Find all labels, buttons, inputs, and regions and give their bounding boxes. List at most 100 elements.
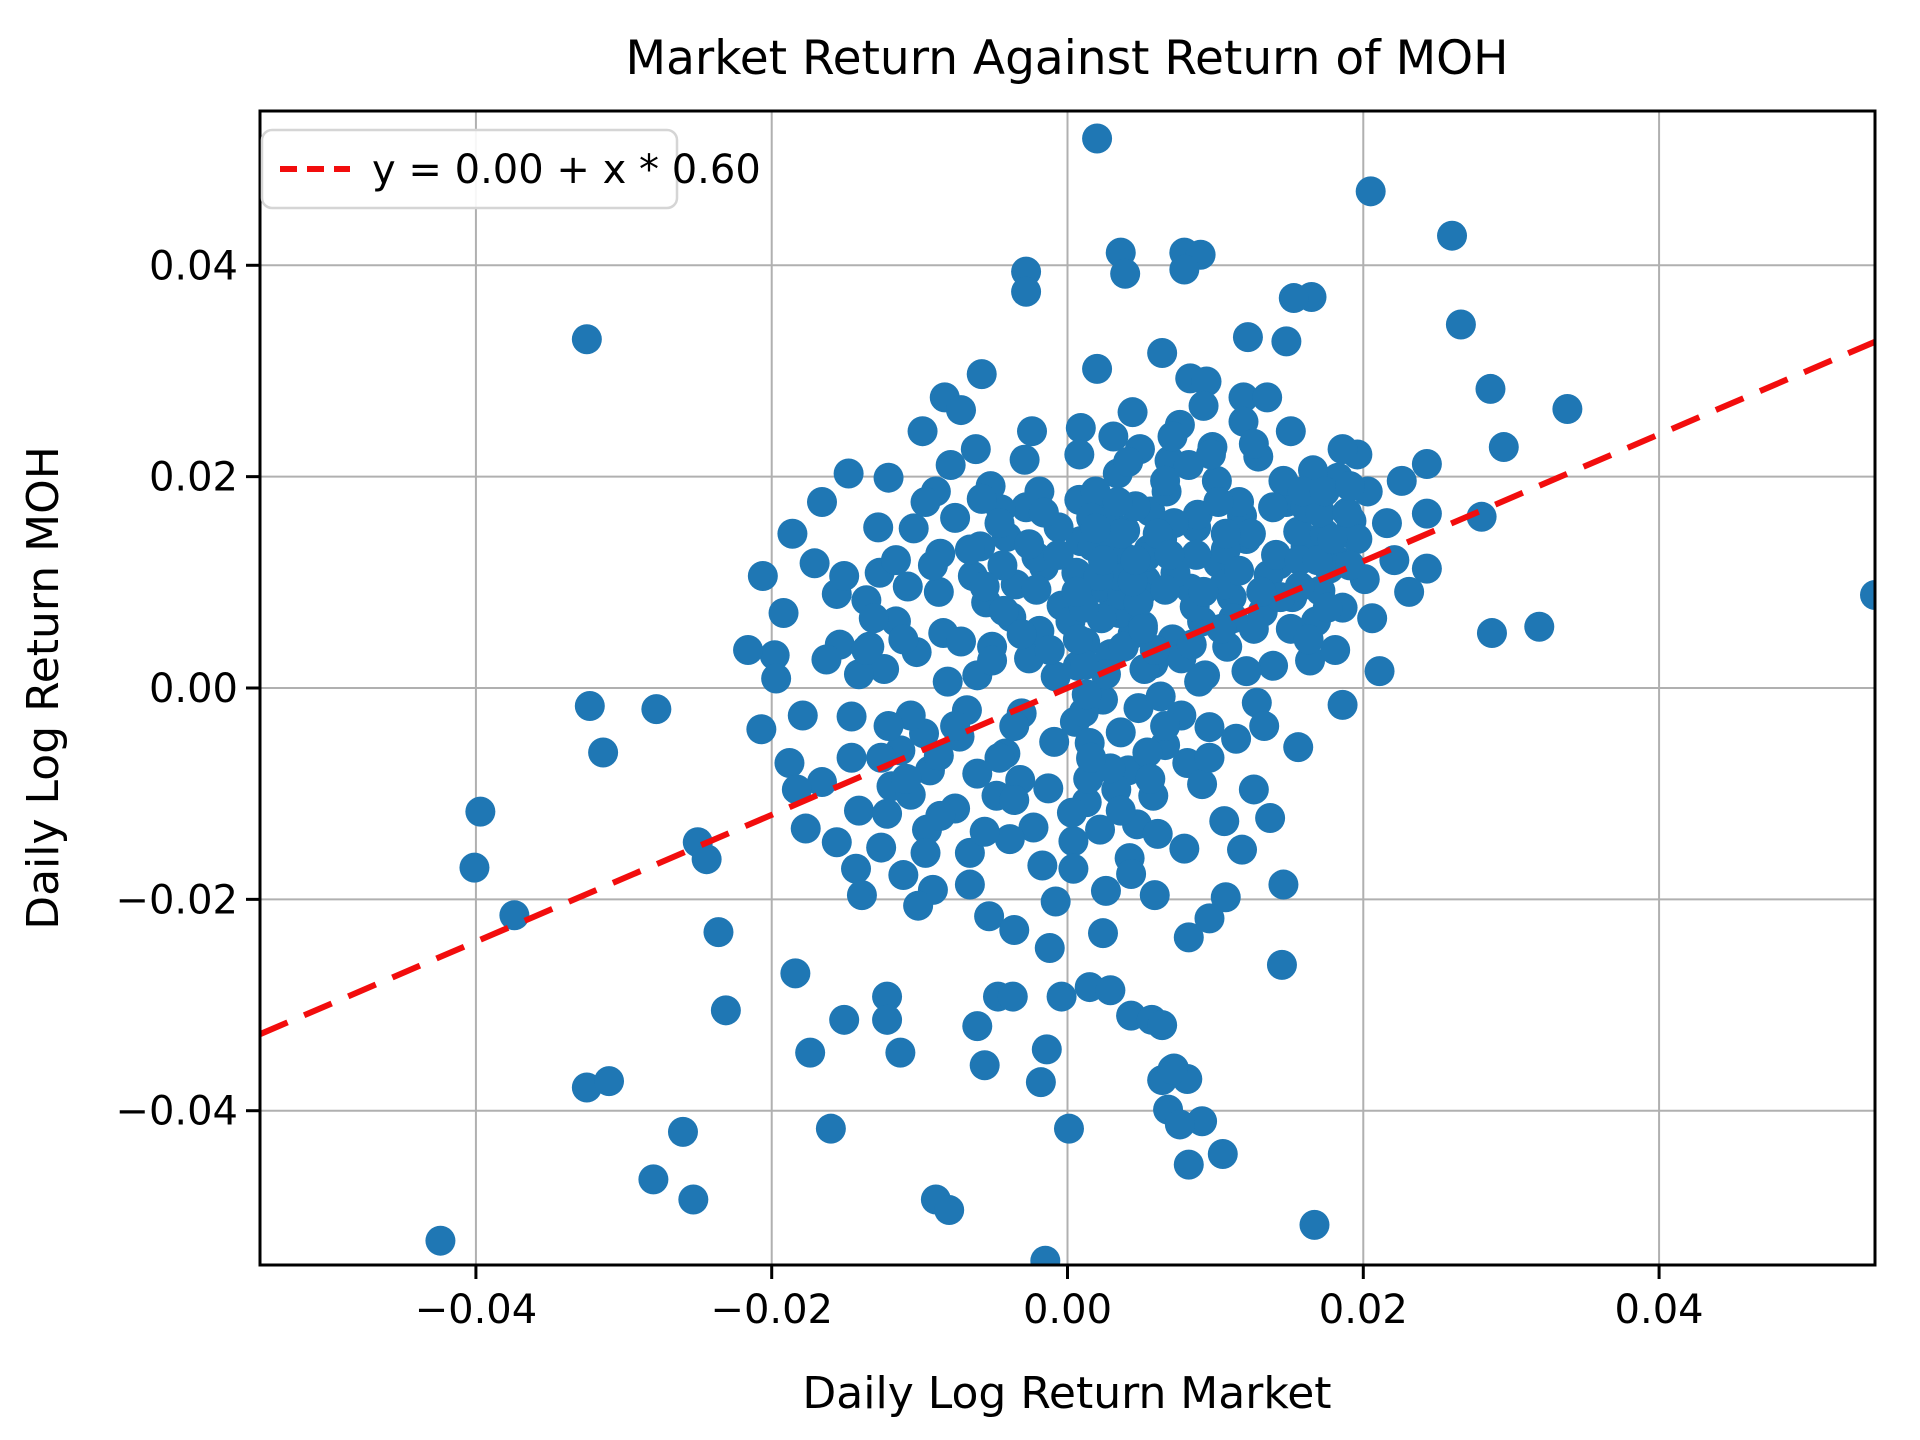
data-point <box>863 512 894 543</box>
data-point <box>781 774 812 805</box>
data-point <box>966 483 997 514</box>
data-point <box>1173 1149 1204 1180</box>
data-point <box>1157 421 1188 452</box>
data-point <box>829 560 860 591</box>
data-point <box>910 837 941 868</box>
data-point <box>811 644 842 675</box>
data-point <box>1164 1109 1195 1140</box>
data-point <box>984 742 1015 773</box>
data-point <box>1309 476 1340 507</box>
data-point <box>1552 394 1583 425</box>
data-point <box>1371 508 1402 539</box>
data-point <box>499 900 530 931</box>
data-point <box>954 837 985 868</box>
data-point <box>774 748 805 779</box>
data-point <box>1488 432 1519 463</box>
data-point <box>1080 513 1111 544</box>
data-point <box>999 785 1030 816</box>
data-point <box>987 550 1018 581</box>
data-point <box>1061 576 1092 607</box>
data-point <box>1437 220 1468 251</box>
data-point <box>1258 492 1289 523</box>
data-point <box>829 1004 860 1035</box>
data-point <box>759 640 790 671</box>
data-point <box>1027 850 1058 881</box>
data-point <box>873 462 904 493</box>
data-point <box>1017 416 1048 447</box>
data-point <box>806 487 837 518</box>
data-point <box>1320 634 1351 665</box>
data-point <box>1187 1106 1218 1137</box>
data-point <box>940 502 971 533</box>
data-point <box>1098 421 1129 452</box>
legend-label: y = 0.00 + x * 0.60 <box>372 147 761 193</box>
data-point <box>1268 869 1299 900</box>
data-point <box>1275 416 1306 447</box>
data-point <box>1228 382 1259 413</box>
data-point <box>1224 555 1255 586</box>
data-point <box>1317 523 1348 554</box>
plot-border <box>258 109 1877 1267</box>
data-point <box>1058 826 1089 857</box>
data-point <box>969 816 1000 847</box>
data-point <box>1135 763 1166 794</box>
data-point <box>1062 624 1093 655</box>
data-point <box>954 869 985 900</box>
data-point <box>1386 465 1417 496</box>
data-point <box>969 571 1000 602</box>
data-point <box>1210 882 1241 913</box>
data-point <box>1232 322 1263 353</box>
data-point <box>1095 975 1126 1006</box>
data-point <box>1150 711 1181 742</box>
data-point <box>1169 833 1200 864</box>
data-point <box>984 508 1015 539</box>
data-point <box>1191 366 1222 397</box>
data-point <box>1411 498 1442 529</box>
y-tick-label: 0.04 <box>149 243 238 289</box>
data-point <box>1287 476 1318 507</box>
data-point <box>994 824 1025 855</box>
data-point <box>1252 382 1283 413</box>
x-axis-label: Daily Log Return Market <box>802 1368 1331 1419</box>
data-point <box>588 737 619 768</box>
data-point <box>888 860 919 891</box>
x-tick-label: 0.04 <box>1615 1287 1704 1333</box>
data-point <box>1221 723 1252 754</box>
data-point <box>1176 629 1207 660</box>
data-point <box>1039 726 1070 757</box>
data-point <box>1411 448 1442 479</box>
data-point <box>1524 611 1555 642</box>
data-point <box>999 915 1030 946</box>
data-point <box>1105 518 1136 549</box>
data-point <box>1082 353 1113 384</box>
data-point <box>1009 444 1040 475</box>
data-point <box>1053 1113 1084 1144</box>
data-point <box>1110 258 1141 289</box>
data-point <box>1040 886 1071 917</box>
data-point <box>1030 1245 1061 1265</box>
data-point <box>1466 501 1497 532</box>
data-point <box>1194 903 1225 934</box>
data-point <box>1334 550 1365 581</box>
data-point <box>1147 338 1178 369</box>
data-point <box>1157 1054 1188 1085</box>
y-tick-label: −0.04 <box>115 1089 238 1135</box>
data-point <box>1102 487 1133 518</box>
data-point <box>1334 471 1365 502</box>
data-point <box>940 711 971 742</box>
data-point <box>1207 1139 1238 1170</box>
data-point <box>872 981 903 1012</box>
data-point <box>1327 689 1358 720</box>
data-point <box>1241 687 1272 718</box>
data-point <box>1123 693 1154 724</box>
data-point <box>1188 576 1219 607</box>
data-point <box>1025 1067 1056 1098</box>
data-point <box>1011 276 1042 307</box>
data-point <box>425 1225 456 1256</box>
data-point <box>1194 742 1225 773</box>
data-point <box>858 603 889 634</box>
data-point <box>836 701 867 732</box>
data-point <box>843 795 874 826</box>
data-point <box>691 844 722 875</box>
